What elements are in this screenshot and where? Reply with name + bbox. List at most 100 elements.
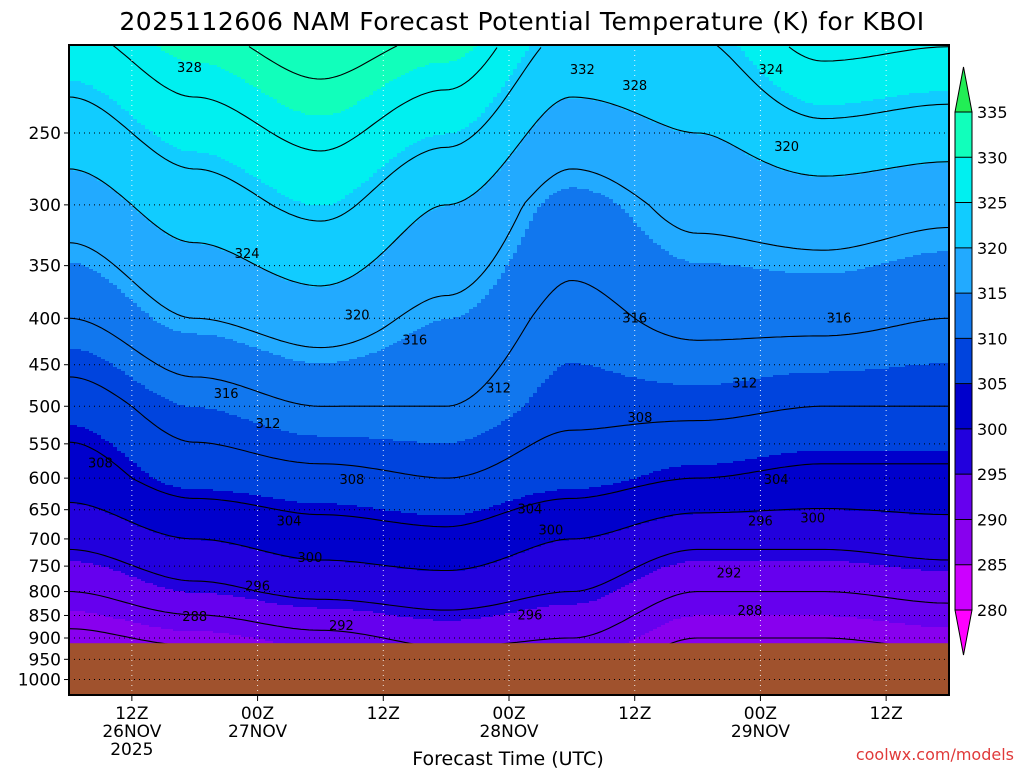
contour-band-segment: [269, 497, 274, 554]
contour-band-segment: [617, 589, 622, 648]
contour-band-segment: [653, 521, 658, 572]
contour-band-segment: [449, 571, 454, 622]
contour-band-segment: [737, 381, 742, 462]
contour-band-segment: [341, 437, 346, 506]
contour-band-segment: [909, 45, 914, 94]
contour-band-segment: [937, 515, 942, 572]
contour-band-segment: [845, 511, 850, 562]
contour-band-segment: [405, 229, 410, 336]
contour-band-segment: [73, 45, 78, 82]
contour-band-segment: [773, 375, 778, 456]
contour-band-segment: [321, 503, 326, 562]
contour-band-segment: [629, 377, 634, 480]
contour-band-segment: [85, 563, 90, 614]
contour-band-segment: [773, 561, 778, 616]
contour-band-segment: [397, 441, 402, 512]
contour-band-segment: [681, 385, 686, 466]
contour-band-segment: [445, 515, 450, 572]
contour-band-segment: [121, 619, 126, 664]
contour-band-segment: [153, 321, 158, 394]
contour-band-segment: [941, 363, 946, 452]
contour-band-segment: [505, 559, 510, 614]
contour-band-segment: [653, 243, 658, 382]
contour-band-segment: [429, 63, 434, 138]
contour-band-segment: [157, 323, 162, 396]
contour-band-segment: [109, 617, 114, 662]
contour-band-segment: [425, 619, 430, 666]
contour-band-segment: [649, 239, 654, 382]
contour-band-segment: [845, 561, 850, 618]
contour-band-segment: [413, 331, 418, 442]
contour-band-segment: [529, 495, 534, 550]
contour-band-segment: [929, 515, 934, 572]
contour-band-segment: [765, 77, 770, 164]
contour-band-segment: [69, 611, 74, 658]
contour-band-segment: [337, 283, 342, 362]
contour-band-segment: [773, 455, 778, 512]
y-tick-label: 600: [29, 469, 61, 489]
contour-band-segment: [489, 45, 494, 104]
contour-band-segment: [221, 491, 226, 544]
contour-band-segment: [161, 587, 166, 630]
contour-band-segment: [713, 385, 718, 466]
contour-band-segment: [117, 195, 122, 290]
contour-band-segment: [317, 115, 322, 206]
contour-band-segment: [281, 499, 286, 558]
contour-band-segment: [261, 183, 266, 270]
contour-band-segment: [77, 561, 82, 612]
contour-band-segment: [709, 513, 714, 562]
contour-band-segment: [585, 45, 590, 100]
contour-band-segment: [469, 309, 474, 440]
contour-band-segment: [137, 123, 142, 214]
contour-band-segment: [641, 577, 646, 636]
contour-band-segment: [121, 199, 126, 294]
contour-band-segment: [233, 341, 238, 416]
contour-band-segment: [405, 147, 410, 230]
contour-band-segment: [757, 45, 762, 70]
contour-band-segment: [189, 61, 194, 152]
contour-band-segment: [869, 565, 874, 620]
contour-band-segment: [673, 467, 678, 516]
contour-band-segment: [673, 515, 678, 566]
contour-band-segment: [149, 317, 154, 392]
contour-band-segment: [917, 515, 922, 570]
contour-band-segment: [325, 287, 330, 364]
contour-band-segment: [445, 443, 450, 516]
contour-band-segment: [297, 201, 302, 284]
contour-band-segment: [333, 503, 338, 562]
contour-band-segment: [389, 439, 394, 512]
contour-band-segment: [445, 571, 450, 622]
contour-band-segment: [413, 619, 418, 664]
contour-band-segment: [517, 411, 522, 500]
contour-band-segment: [81, 427, 86, 506]
contour-band-segment: [449, 205, 454, 320]
contour-band-segment: [565, 605, 570, 664]
contour-band-segment: [277, 555, 282, 606]
contour-band-segment: [197, 407, 202, 490]
contour-band-segment: [429, 211, 434, 324]
contour-band-segment: [165, 327, 170, 400]
colorbar-tick-label: 280: [977, 601, 1008, 620]
y-tick-label: 800: [29, 583, 61, 603]
contour-band-segment: [753, 45, 758, 66]
contour-band-segment: [133, 463, 138, 526]
contour-label: 304: [518, 503, 543, 518]
contour-band-segment: [737, 45, 742, 48]
contour-band-segment: [829, 451, 834, 510]
contour-band-segment: [177, 331, 182, 406]
contour-band-segment: [393, 79, 398, 158]
contour-band-segment: [657, 519, 662, 570]
contour-band-segment: [85, 613, 90, 660]
contour-band-segment: [233, 545, 238, 598]
contour-band-segment: [329, 205, 334, 286]
contour-band-segment: [365, 45, 370, 98]
contour-band-segment: [281, 557, 286, 606]
contour-band-segment: [509, 259, 514, 418]
contour-band-segment: [493, 175, 498, 286]
contour-band-segment: [317, 561, 322, 610]
contour-band-segment: [453, 515, 458, 572]
contour-band-segment: [873, 511, 878, 566]
contour-band-segment: [177, 241, 182, 332]
contour-band-segment: [705, 385, 710, 466]
